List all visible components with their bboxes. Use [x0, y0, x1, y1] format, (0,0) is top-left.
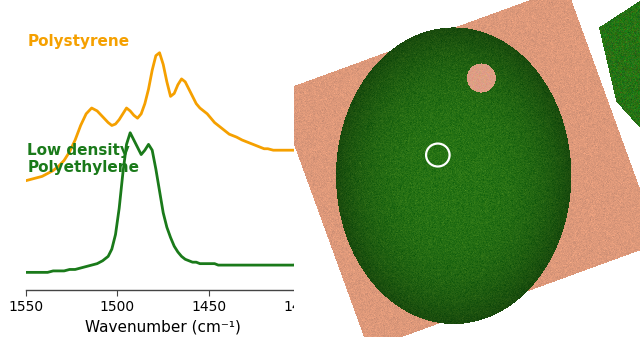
Text: Low density
Polyethylene: Low density Polyethylene [28, 143, 140, 175]
Text: Polystyrene: Polystyrene [28, 34, 129, 49]
X-axis label: Wavenumber (cm⁻¹): Wavenumber (cm⁻¹) [85, 320, 241, 335]
